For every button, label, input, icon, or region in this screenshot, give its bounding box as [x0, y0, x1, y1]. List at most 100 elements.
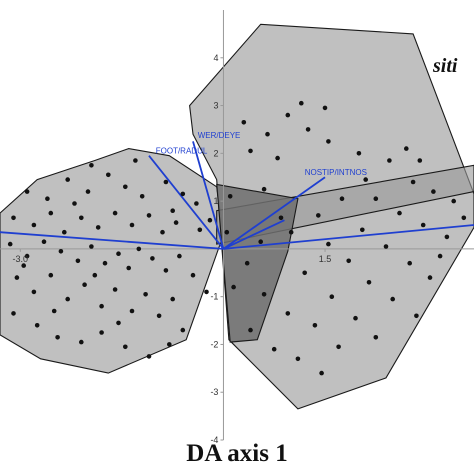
- data-point: [339, 196, 345, 201]
- data-point: [112, 210, 118, 216]
- data-point: [326, 241, 331, 247]
- data-point: [207, 217, 213, 223]
- data-point: [48, 272, 54, 278]
- data-point: [326, 139, 331, 144]
- data-point: [437, 253, 443, 259]
- data-point: [353, 315, 358, 321]
- data-point: [363, 177, 369, 182]
- data-point: [295, 356, 301, 362]
- data-point: [420, 222, 426, 228]
- data-point: [11, 215, 16, 221]
- data-point: [407, 260, 413, 266]
- data-point: [112, 287, 118, 292]
- vector-2: [148, 155, 225, 250]
- data-point: [173, 220, 179, 225]
- vector-5: [223, 224, 474, 250]
- data-point: [116, 320, 121, 326]
- vector-3: [222, 176, 326, 250]
- data-point: [58, 249, 64, 254]
- data-point: [156, 313, 162, 319]
- data-point: [65, 296, 70, 302]
- y-tick-label: 4: [213, 53, 218, 63]
- data-point: [79, 215, 84, 221]
- data-point: [55, 335, 60, 340]
- data-point: [319, 370, 324, 376]
- data-point: [383, 244, 389, 249]
- data-point: [265, 131, 270, 137]
- data-point: [11, 311, 16, 316]
- data-point: [316, 213, 321, 218]
- x-tick-label: -3.0: [13, 254, 29, 264]
- data-point: [170, 208, 175, 213]
- data-point: [139, 194, 145, 199]
- y-tick-label: -1: [210, 292, 218, 302]
- data-point: [360, 227, 365, 233]
- tick-labels: 4 3 2 1 -1 -2 -3 -4 -3.0 1.5: [13, 53, 332, 445]
- data-point: [177, 253, 182, 259]
- data-point: [143, 292, 148, 297]
- data-point: [204, 289, 209, 295]
- data-point: [404, 146, 409, 151]
- data-point: [99, 303, 104, 309]
- data-point: [410, 179, 416, 185]
- vector-4: [0, 231, 224, 250]
- y-tick-label: 1: [213, 196, 218, 206]
- data-point: [31, 222, 37, 228]
- data-point: [62, 229, 67, 235]
- data-point: [299, 100, 304, 106]
- data-point: [224, 229, 230, 235]
- data-point: [373, 335, 379, 340]
- vector-6: [223, 219, 285, 250]
- data-point: [271, 346, 277, 352]
- data-point: [51, 308, 57, 314]
- data-point: [82, 282, 87, 288]
- data-point: [461, 215, 467, 221]
- data-point: [102, 260, 108, 266]
- data-point: [14, 275, 20, 280]
- data-point: [129, 308, 135, 314]
- data-point: [261, 292, 267, 297]
- vector-label: FOOT/RADUL: [156, 146, 208, 155]
- data-point: [244, 260, 250, 266]
- data-point: [285, 311, 291, 316]
- data-point: [302, 270, 308, 276]
- data-point: [288, 229, 294, 235]
- data-point: [231, 284, 236, 290]
- data-point: [190, 272, 196, 278]
- y-tick-label: -3: [210, 387, 218, 397]
- data-point: [278, 215, 284, 221]
- y-tick-label: 3: [213, 101, 218, 111]
- data-point: [129, 222, 135, 228]
- data-point: [146, 354, 152, 359]
- data-point: [136, 246, 142, 252]
- data-point: [322, 105, 328, 111]
- y-tick-label: -4: [210, 435, 218, 445]
- data-point: [414, 313, 419, 319]
- convex-hulls: [0, 23, 474, 410]
- data-point: [285, 112, 291, 118]
- data-point: [366, 280, 372, 285]
- data-point: [180, 327, 186, 333]
- data-point: [106, 172, 111, 178]
- data-point: [21, 263, 27, 268]
- data-point: [65, 177, 70, 182]
- axes: [0, 10, 474, 441]
- data-point: [444, 234, 450, 240]
- data-point: [373, 196, 379, 201]
- data-point: [427, 275, 433, 280]
- data-point: [170, 296, 175, 302]
- data-point: [248, 327, 253, 333]
- data-point: [241, 120, 247, 125]
- data-point: [89, 163, 94, 168]
- data-point: [24, 189, 30, 194]
- data-point: [275, 155, 280, 161]
- data-point: [95, 225, 101, 230]
- data-point: [123, 184, 128, 190]
- data-point: [356, 151, 362, 156]
- data-point: [227, 194, 233, 199]
- data-point: [160, 229, 165, 235]
- data-point: [24, 253, 30, 259]
- data-point: [258, 239, 264, 244]
- data-point: [417, 158, 423, 163]
- data-point: [99, 330, 104, 335]
